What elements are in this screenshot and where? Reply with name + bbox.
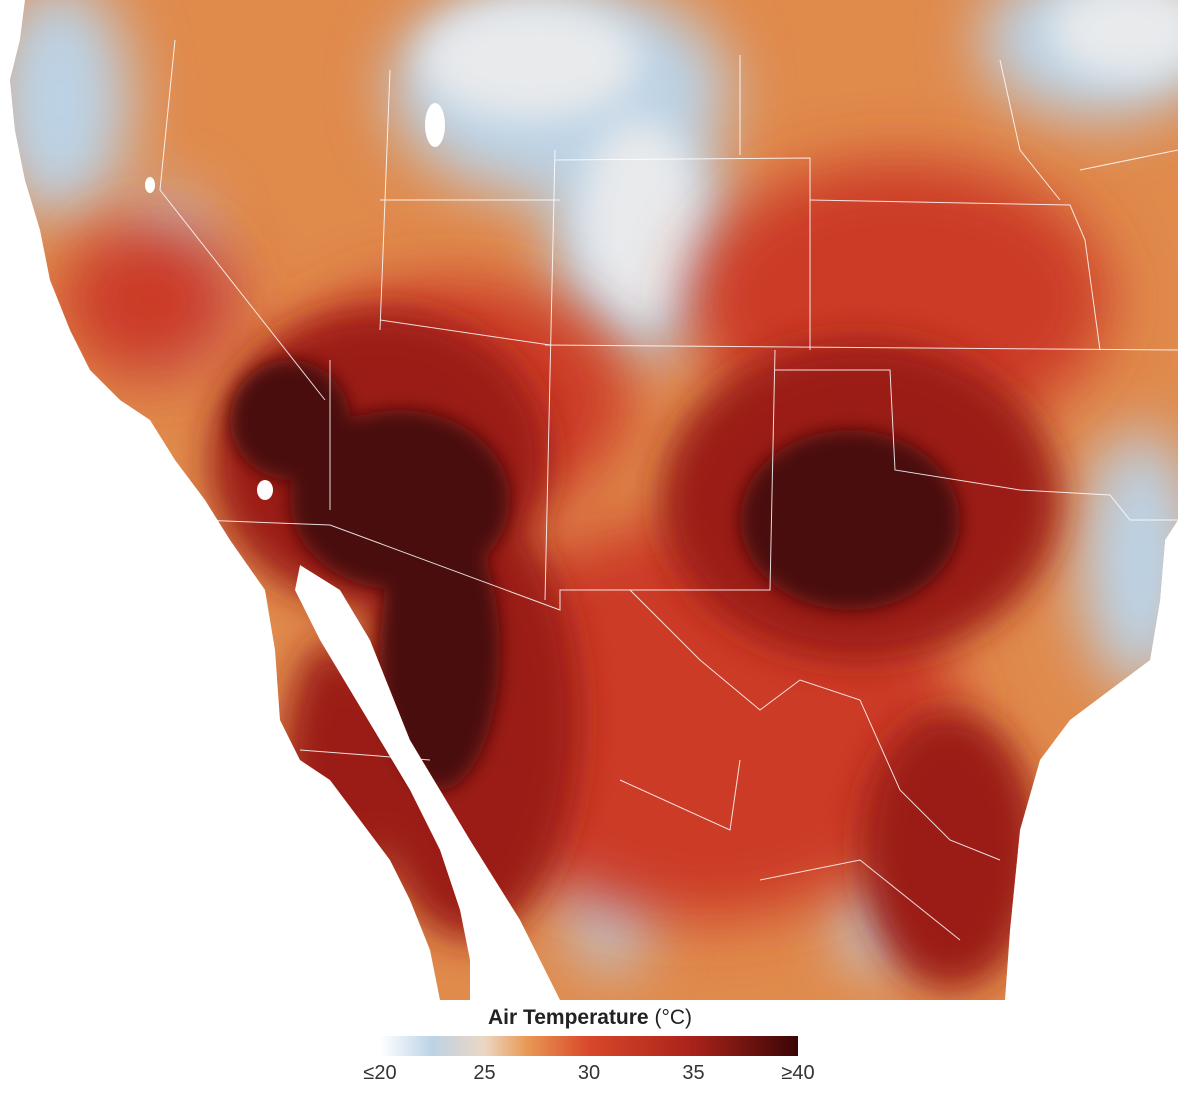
border-line [544,344,1178,351]
snow-region [420,0,640,120]
border-line [299,749,431,761]
extreme-region [230,360,350,480]
map-svg [0,0,1178,1000]
legend-unit: (°C) [654,1006,693,1029]
border-line [544,149,556,601]
extreme-region [380,510,500,790]
legend-tick-label: 30 [577,1062,601,1084]
hot-region [60,220,240,380]
border-line [159,39,326,401]
snow-region [1050,0,1178,80]
legend-tick-label: 25 [473,1062,496,1084]
legend-tick-label: 35 [682,1062,705,1084]
very-hot-region [860,710,1040,990]
extreme-region [740,430,960,610]
border-line [775,369,1178,521]
border-line [199,519,1001,861]
state-borders [159,39,1178,941]
legend-color-bar [380,1036,798,1056]
legend-title-text: Air Temperature [487,1006,649,1029]
snow-regions [420,0,1178,320]
lake [145,177,155,193]
border-line [379,319,551,346]
snow-region [580,120,700,320]
border-line [619,759,741,831]
land-temperature-field [0,0,1178,1000]
cool-region [0,0,130,220]
border-line [1079,149,1178,171]
legend-tick-label: ≤20 [363,1062,397,1084]
border-line [554,157,811,350]
legend-gradient-rect [380,1036,798,1056]
border-line [999,59,1061,201]
lake [257,480,273,500]
lake [425,103,445,147]
temperature-map [0,0,1178,1000]
border-line [809,199,1101,351]
extreme-regions [230,360,960,790]
temperature-legend: Air Temperature (°C) ≤20 25 30 35 ≥40 [340,1002,840,1092]
border-line [630,349,776,591]
legend-title: Air Temperature (°C) [340,1006,840,1030]
legend-tick-label: ≥40 [781,1062,815,1084]
border-line [759,859,961,941]
